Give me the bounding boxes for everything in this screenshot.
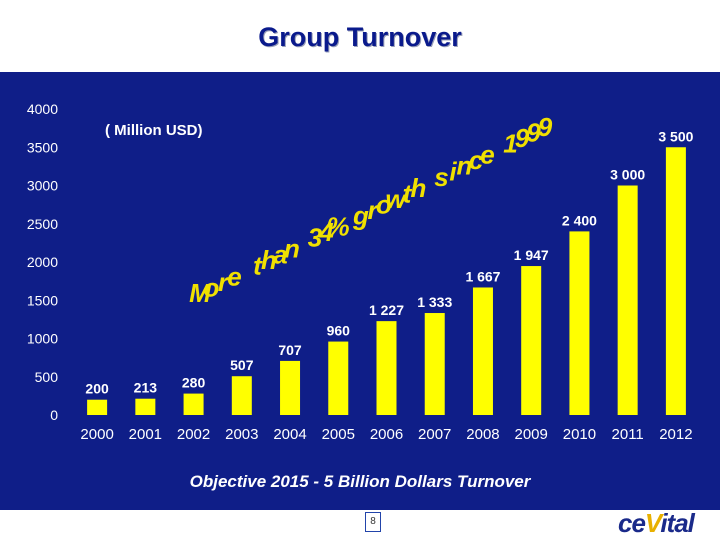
x-tick-label: 2000	[80, 426, 113, 443]
x-tick-label: 2004	[273, 426, 306, 443]
cevital-logo: ceVital	[618, 508, 695, 539]
annotation-char: r	[218, 267, 230, 297]
annotation-char: h	[261, 245, 277, 275]
y-tick-label: 1500	[27, 292, 58, 308]
annotation-char: 9	[538, 112, 553, 142]
annotation-char: 9	[515, 123, 530, 153]
y-axis-ticks: 0 500 1000 1500 2000 2500 3000 3500 4000	[27, 101, 58, 423]
annotation-char: %	[326, 212, 349, 242]
annotation-char: t	[253, 250, 263, 280]
bar	[424, 313, 445, 415]
x-tick-label: 2002	[177, 426, 210, 443]
annotation-char: i	[449, 156, 457, 186]
bar	[135, 398, 156, 415]
data-label: 213	[134, 380, 158, 396]
data-label: 1 227	[369, 302, 404, 318]
x-tick-label: 2001	[129, 426, 162, 443]
y-tick-label: 3000	[27, 178, 58, 194]
data-label: 960	[327, 323, 351, 339]
chart-panel	[0, 72, 720, 510]
data-label: 707	[278, 342, 302, 358]
bar	[328, 341, 349, 415]
annotation-char: e	[227, 261, 241, 291]
annotation-char: o	[376, 189, 392, 219]
x-tick-label: 2010	[563, 426, 596, 443]
x-tick-label: 2007	[418, 426, 451, 443]
y-tick-label: 0	[50, 407, 58, 423]
x-axis-ticks: 2000 2001 2002 2003 2004 2005 2006 2007 2008 2009…	[80, 426, 692, 443]
logo-text-tail: ital	[660, 508, 695, 538]
x-tick-label: 2008	[466, 426, 499, 443]
data-label: 3 000	[610, 167, 645, 183]
y-tick-label: 2500	[27, 216, 58, 232]
annotation-char: w	[385, 184, 407, 214]
annotation-char: h	[411, 173, 427, 203]
bar	[376, 321, 397, 415]
data-label: 1 947	[514, 247, 549, 263]
bar	[183, 393, 204, 415]
data-label: 1 667	[465, 268, 500, 284]
data-label: 280	[182, 375, 206, 391]
objective-text: Objective 2015 - 5 Billion Dollars Turno…	[189, 472, 531, 491]
annotation-char: n	[457, 151, 473, 181]
annotation-char: e	[480, 140, 494, 170]
annotation-char: 9	[526, 118, 541, 148]
page-title: Group Turnover	[258, 22, 462, 52]
bar	[87, 399, 108, 415]
data-label: 507	[230, 357, 254, 373]
annotation-char: c	[469, 145, 484, 175]
y-tick-label: 1000	[27, 331, 58, 347]
annotation-char: g	[352, 201, 369, 231]
x-tick-label: 2003	[225, 426, 258, 443]
bar	[665, 147, 686, 415]
annotation-char: n	[284, 234, 300, 264]
annotation-char: 1	[503, 129, 517, 159]
bar	[231, 376, 252, 415]
data-label: 1 333	[417, 294, 452, 310]
x-tick-label: 2011	[612, 426, 644, 443]
data-labels: 200 213 280 507 707 960 1 227 1 333 1 667 1 947 2 …	[85, 128, 693, 396]
y-tick-label: 4000	[27, 101, 58, 117]
data-label: 3 500	[658, 128, 693, 144]
bar	[280, 360, 301, 415]
x-tick-label: 2005	[322, 426, 355, 443]
annotation-char: r	[367, 195, 379, 225]
x-tick-label: 2006	[370, 426, 403, 443]
bars	[87, 147, 686, 415]
data-label: 200	[85, 381, 109, 397]
annotation-char: a	[273, 239, 287, 269]
annotation-char: M	[189, 278, 212, 308]
annotation-char: 4	[318, 217, 334, 247]
data-label: 2 400	[562, 212, 597, 228]
annotation-char: o	[204, 272, 220, 302]
y-tick-label: 2000	[27, 254, 58, 270]
logo-mark: V	[644, 508, 661, 538]
x-tick-label: 2009	[515, 426, 548, 443]
bar	[472, 287, 493, 415]
bar	[617, 185, 638, 415]
unit-label: ( Million USD)	[105, 122, 203, 139]
y-tick-label: 3500	[27, 139, 58, 155]
bar	[569, 231, 590, 415]
x-tick-label: 2012	[659, 426, 692, 443]
annotation-char: s	[434, 162, 448, 192]
annotation-char: 3	[308, 223, 323, 253]
y-tick-label: 500	[35, 369, 59, 385]
page-number: 8	[365, 512, 381, 532]
logo-text: ce	[618, 508, 646, 538]
bar	[521, 266, 542, 415]
annotation-char: t	[403, 178, 413, 208]
